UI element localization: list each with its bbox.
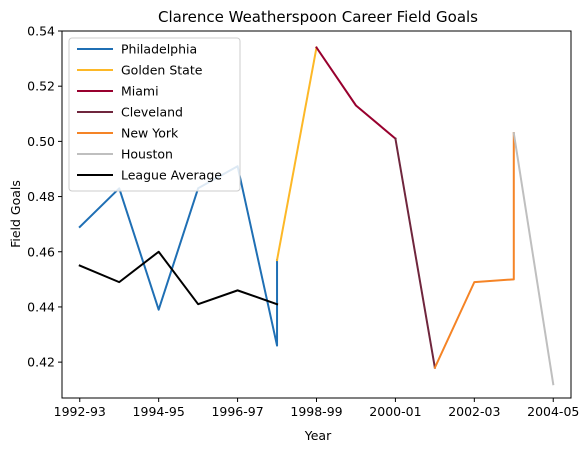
y-tick-label: 0.54 bbox=[27, 24, 55, 39]
chart-title: Clarence Weatherspoon Career Field Goals bbox=[158, 8, 478, 26]
series-line-golden-state bbox=[275, 46, 318, 262]
x-tick-label: 2004-05 bbox=[527, 404, 579, 419]
series-line-miami bbox=[315, 46, 397, 141]
x-tick-label: 1998-99 bbox=[290, 404, 342, 419]
x-tick-label: 1994-95 bbox=[133, 404, 185, 419]
legend-label: Philadelphia bbox=[121, 42, 197, 57]
legend-label: Cleveland bbox=[121, 105, 183, 120]
y-tick-label: 0.50 bbox=[27, 134, 55, 149]
legend-box bbox=[68, 37, 241, 192]
series-line-cleveland bbox=[394, 137, 437, 369]
series-line-league-average bbox=[78, 250, 279, 306]
legend-label: Houston bbox=[121, 147, 173, 162]
y-axis-label: Field Goals bbox=[8, 180, 23, 248]
y-tick-label: 0.48 bbox=[27, 189, 55, 204]
y-tick-label: 0.44 bbox=[27, 299, 55, 314]
plot-area bbox=[78, 46, 555, 386]
x-tick-label: 2002-03 bbox=[448, 404, 500, 419]
legend-label: New York bbox=[121, 126, 179, 141]
legend: Philadelphia Golden State Miami Cleveland Ne… bbox=[68, 37, 241, 192]
y-tick-label: 0.42 bbox=[27, 355, 55, 370]
x-tick-label: 1992-93 bbox=[54, 404, 106, 419]
legend-label: Golden State bbox=[121, 63, 203, 78]
y-axis: 0.42 0.44 0.46 0.48 0.50 0.52 0.54 bbox=[27, 24, 62, 370]
series-line-philadelphia bbox=[78, 165, 279, 347]
y-tick-label: 0.52 bbox=[27, 79, 55, 94]
legend-label: League Average bbox=[121, 168, 222, 183]
series-line-houston bbox=[512, 131, 555, 386]
x-tick-label: 1996-97 bbox=[211, 404, 263, 419]
x-axis-label: Year bbox=[304, 428, 332, 443]
legend-label: Miami bbox=[121, 84, 159, 99]
x-tick-label: 2000-01 bbox=[369, 404, 421, 419]
x-axis: 1992-93 1994-95 1996-97 1998-99 2000-01 2002-… bbox=[54, 398, 579, 419]
series-line-new-york bbox=[433, 132, 515, 369]
y-tick-label: 0.46 bbox=[27, 244, 55, 259]
